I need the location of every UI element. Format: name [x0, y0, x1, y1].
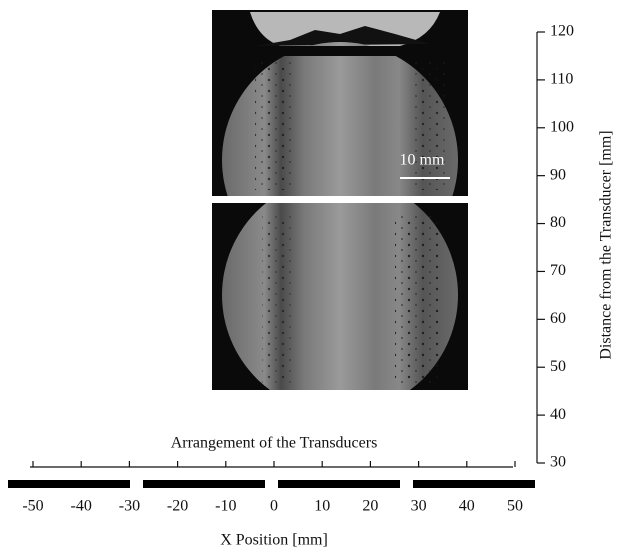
y-tick-label: 50: [550, 358, 566, 375]
y-tick-label: 60: [550, 310, 566, 327]
transducer: [8, 480, 130, 488]
y-tick-label: 90: [550, 166, 566, 183]
transducer: [143, 480, 265, 488]
y-tick-label: 30: [550, 454, 566, 471]
x-tick-label: -20: [167, 498, 188, 515]
y-tick-label: 70: [550, 262, 566, 279]
x-tick-label: 0: [270, 498, 278, 515]
x-tick-label: -30: [119, 498, 140, 515]
transducer-bars: [8, 480, 535, 488]
x-tick-label: 40: [459, 498, 475, 515]
y-axis-label: Distance from the Transducer [mm]: [598, 130, 615, 359]
x-tick-label: 20: [362, 498, 378, 515]
transducer: [413, 480, 535, 488]
ct-image-bottom: [212, 203, 468, 390]
x-tick-label: 30: [411, 498, 427, 515]
x-tick-label: -10: [215, 498, 236, 515]
transducer-label: Arrangement of the Transducers: [171, 435, 378, 452]
ct-image-top: [212, 10, 468, 196]
x-axis-label: X Position [mm]: [220, 532, 328, 549]
x-tick-label: -50: [22, 498, 43, 515]
y-tick-label: 80: [550, 214, 566, 231]
y-tick-label: 110: [550, 71, 573, 88]
x-tick-label: 50: [507, 498, 523, 515]
scale-bar-label: 10 mm: [400, 152, 445, 169]
y-tick-label: 100: [550, 118, 574, 135]
transducer: [278, 480, 400, 488]
y-tick-label: 120: [550, 23, 574, 40]
x-tick-label: 10: [314, 498, 330, 515]
y-tick-label: 40: [550, 406, 566, 423]
x-tick-label: -40: [71, 498, 92, 515]
